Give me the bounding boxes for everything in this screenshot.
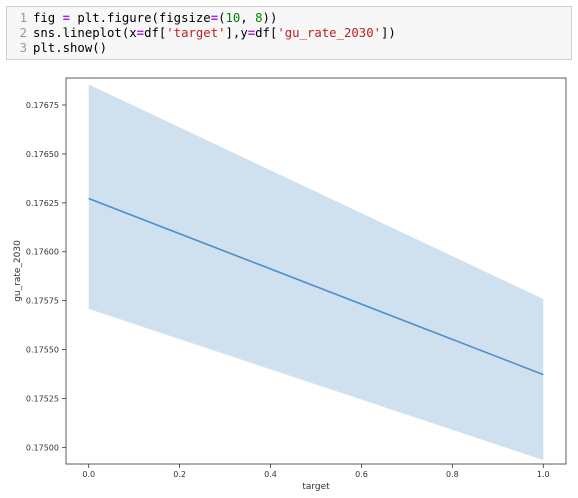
line-number: 1 <box>19 11 27 25</box>
plot-area <box>65 77 567 465</box>
code-token: 10 <box>225 11 241 25</box>
code-token: df[ <box>144 26 167 40</box>
code-cell[interactable]: 1 fig = plt.figure(figsize=(10, 8)) 2 sns.l… <box>6 6 572 60</box>
x-tick-label: 0.8 <box>446 470 459 479</box>
code-line: 2 sns.lineplot(x=df['target'],y=df['gu_ra… <box>7 26 396 41</box>
y-tick-label: 0.17575 <box>26 297 59 306</box>
code-token: = <box>210 11 219 25</box>
y-tick-label: 0.17625 <box>26 199 59 208</box>
x-tick-label: 0.2 <box>173 470 186 479</box>
code-token: sns.lineplot(x <box>33 26 137 40</box>
code-line: 3 plt.show() <box>7 41 396 56</box>
y-tick-label: 0.17600 <box>26 248 59 257</box>
code-token: 'target' <box>166 26 226 40</box>
y-axis-label: gu_rate_2030 <box>13 240 23 302</box>
code-editor[interactable]: 1 fig = plt.figure(figsize=(10, 8)) 2 sns.l… <box>7 11 396 56</box>
code-token: , <box>240 11 256 25</box>
code-token: 'gu_rate_2030' <box>277 26 382 40</box>
code-token: 8 <box>255 11 263 25</box>
y-tick-label: 0.17525 <box>26 394 59 403</box>
output-area: 0.0 0.2 0.4 0.6 0.8 1.0 0.17500 0.17525 0.17550… <box>0 64 578 494</box>
line-number: 2 <box>19 26 27 40</box>
x-tick-label: 0.0 <box>82 470 95 479</box>
code-text: plt.show() <box>33 41 107 56</box>
code-text: sns.lineplot(x=df['target'],y=df['gu_rat… <box>33 26 396 41</box>
line-chart: 0.0 0.2 0.4 0.6 0.8 1.0 0.17500 0.17525 0.17550… <box>13 77 567 492</box>
code-token: = <box>247 26 256 40</box>
code-token: plt.show() <box>33 41 108 55</box>
confidence-band <box>88 84 544 461</box>
x-tick-label: 1.0 <box>537 470 550 479</box>
code-token: fig <box>33 11 63 25</box>
y-tick-label: 0.17500 <box>26 443 59 452</box>
line-number: 3 <box>19 41 27 55</box>
code-line: 1 fig = plt.figure(figsize=(10, 8)) <box>7 11 396 26</box>
x-tick-label: 0.4 <box>264 470 277 479</box>
code-text: fig = plt.figure(figsize=(10, 8)) <box>33 11 277 26</box>
y-tick-label: 0.17675 <box>26 101 59 110</box>
code-token: )) <box>262 11 278 25</box>
y-tick-label: 0.17650 <box>26 150 59 159</box>
x-axis-label: target <box>302 482 330 492</box>
series-line <box>88 197 544 376</box>
code-token: plt.figure(figsize <box>70 11 211 25</box>
code-token: = <box>62 11 71 25</box>
code-token: df[ <box>255 26 278 40</box>
code-token: ],y <box>225 26 248 40</box>
x-tick-label: 0.6 <box>355 470 368 479</box>
y-tick-label: 0.17550 <box>26 346 59 355</box>
code-token: = <box>136 26 145 40</box>
code-token: ( <box>218 11 226 25</box>
code-token: ]) <box>381 26 396 40</box>
